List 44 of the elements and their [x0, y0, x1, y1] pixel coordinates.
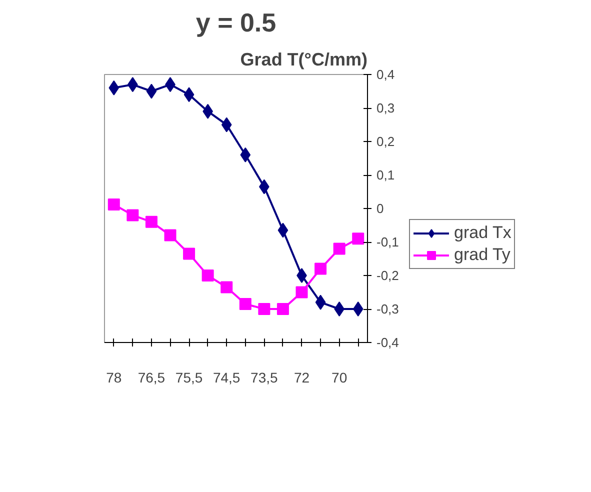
point: [276, 303, 289, 315]
y-tick-label: 0: [376, 201, 384, 216]
x-tick-label: 70: [332, 370, 348, 386]
point: [258, 303, 270, 315]
y-tick-label: -0,1: [376, 234, 399, 250]
legend-label: grad Ty: [454, 245, 510, 265]
point: [146, 84, 157, 99]
point: [240, 147, 251, 162]
y-tick-label: 0,1: [376, 168, 395, 182]
point: [184, 87, 194, 102]
x-tick-label: 74,5: [212, 370, 240, 386]
x-tick-label: 72: [294, 370, 310, 386]
point: [278, 222, 288, 238]
x-tick-label: 78: [106, 370, 122, 386]
point: [145, 216, 158, 228]
point: [220, 281, 233, 294]
chart-title: y = 0.5: [196, 8, 276, 38]
point: [333, 242, 346, 255]
x-tick-label: 75,5: [175, 370, 203, 386]
point: [296, 286, 308, 298]
legend-label: grad Tx: [454, 223, 512, 243]
point: [315, 294, 326, 310]
point: [126, 209, 139, 222]
y-tick-label: -0,4: [376, 335, 399, 350]
point: [202, 270, 214, 282]
point: [164, 229, 176, 242]
point: [352, 302, 364, 316]
point: [352, 232, 364, 245]
x-tick-label: 76,5: [138, 370, 166, 386]
point: [221, 117, 232, 132]
y-tick-label: 0,2: [376, 134, 395, 149]
point: [183, 248, 196, 260]
y-axis-title: Grad T(°C/mm): [240, 50, 368, 70]
x-tick-label: 73,5: [250, 370, 278, 386]
y-tick-label: 0,4: [376, 67, 395, 82]
y-tick-label: -0,3: [376, 302, 399, 316]
y-tick-label: 0,3: [376, 100, 395, 116]
point: [334, 302, 344, 316]
point: [314, 262, 327, 275]
point: [108, 80, 120, 96]
point: [239, 298, 252, 310]
point: [108, 198, 120, 210]
point: [296, 268, 307, 283]
y-tick-label: -0,2: [376, 268, 399, 283]
